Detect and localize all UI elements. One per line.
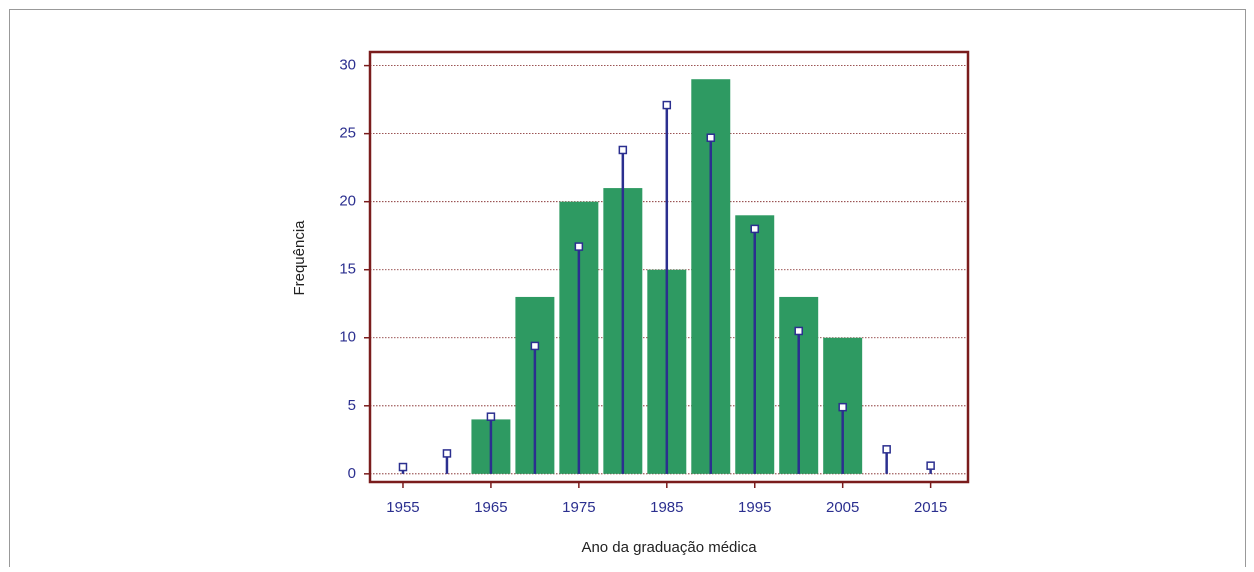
stem-point [838, 402, 847, 474]
y-tick-label: 10 [339, 329, 356, 346]
stem-marker [486, 412, 496, 421]
x-tick-label: 1965 [474, 499, 507, 516]
frame [9, 9, 1246, 572]
stem-marker [706, 133, 716, 142]
x-tick-label: 1975 [562, 499, 595, 516]
stem-point [574, 242, 584, 474]
stem-marker [618, 145, 628, 155]
stem-marker [442, 449, 452, 458]
y-tick-label: 25 [339, 125, 356, 142]
stem-marker [574, 242, 584, 251]
stem-marker [662, 100, 672, 110]
stem-marker [926, 461, 935, 470]
stem-point [530, 341, 540, 474]
stem-marker [750, 224, 759, 234]
stem-point [706, 133, 716, 474]
x-tick-label: 2015 [914, 499, 947, 516]
stem-point [750, 224, 759, 474]
y-tick-label: 5 [348, 397, 356, 414]
stem-point [442, 449, 452, 474]
y-axis-label: Frequência [291, 220, 308, 296]
stem-marker [882, 445, 891, 454]
x-axis-label: Ano da graduação médica [581, 539, 757, 556]
x-tick-label: 1995 [738, 499, 771, 516]
stem-point [662, 100, 672, 474]
stem-marker [794, 326, 803, 336]
stem-point [486, 412, 496, 474]
y-tick-label: 0 [348, 465, 356, 482]
stem-marker [838, 402, 847, 412]
stem-point [618, 145, 628, 474]
y-tick-label: 30 [339, 57, 356, 74]
plot-frame [368, 50, 970, 484]
stem-point [398, 462, 408, 474]
stem-point [794, 326, 803, 474]
stem-marker [398, 462, 408, 472]
stem-point [882, 445, 891, 474]
stem-marker [530, 341, 540, 351]
x-tick-label: 1955 [386, 499, 419, 516]
y-tick-label: 15 [339, 261, 356, 278]
stem-point [926, 461, 935, 474]
x-tick-label: 2005 [826, 499, 859, 516]
y-tick-label: 20 [339, 193, 356, 210]
x-tick-label: 1985 [650, 499, 683, 516]
